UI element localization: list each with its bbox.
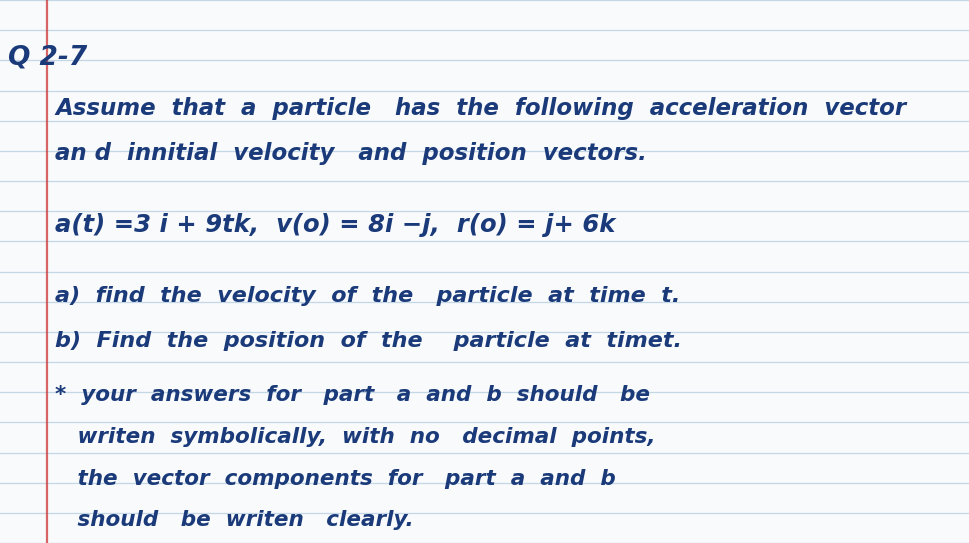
Text: a)  find  the  velocity  of  the   particle  at  time  t.: a) find the velocity of the particle at … — [55, 286, 680, 306]
Text: b)  Find  the  position  of  the    particle  at  timet.: b) Find the position of the particle at … — [55, 331, 682, 351]
Text: Q 2-7: Q 2-7 — [8, 44, 87, 70]
Text: should   be  writen   clearly.: should be writen clearly. — [55, 510, 414, 530]
Text: the  vector  components  for   part  a  and  b: the vector components for part a and b — [55, 469, 616, 489]
Text: writen  symbolically,  with  no   decimal  points,: writen symbolically, with no decimal poi… — [55, 427, 656, 447]
Text: an d  innitial  velocity   and  position  vectors.: an d innitial velocity and position vect… — [55, 142, 647, 165]
Text: a(t) =3 i + 9tk,  v(o) = 8i −j,  r(o) = j+ 6k: a(t) =3 i + 9tk, v(o) = 8i −j, r(o) = j+… — [55, 213, 615, 237]
Text: Assume  that  a  particle   has  the  following  acceleration  vector: Assume that a particle has the following… — [55, 97, 906, 120]
Text: *  your  answers  for   part   a  and  b  should   be: * your answers for part a and b should b… — [55, 386, 650, 405]
